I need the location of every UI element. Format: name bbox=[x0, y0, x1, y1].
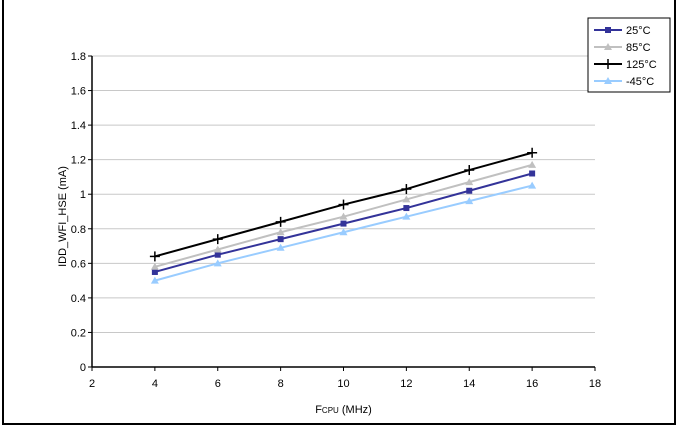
data-point bbox=[275, 216, 286, 227]
data-point bbox=[605, 27, 611, 33]
x-tick-label: 10 bbox=[337, 378, 349, 390]
legend-items: 25°C 85°C 125°C -45°C bbox=[594, 25, 657, 88]
x-axis-title-subscript: CPU bbox=[322, 406, 339, 415]
data-point bbox=[401, 184, 412, 195]
legend-item: 85°C bbox=[594, 42, 651, 54]
data-point bbox=[465, 178, 474, 186]
x-tick-label: 8 bbox=[278, 378, 284, 390]
data-point bbox=[403, 205, 410, 212]
legend-label: 85°C bbox=[626, 42, 651, 54]
data-point bbox=[212, 234, 223, 245]
y-tick-label: 1.4 bbox=[71, 120, 86, 132]
data-point bbox=[604, 77, 612, 84]
data-point bbox=[528, 160, 537, 168]
x-tick-label: 18 bbox=[589, 378, 601, 390]
data-point bbox=[402, 195, 411, 203]
data-point bbox=[339, 212, 348, 220]
x-tick-label: 14 bbox=[463, 378, 475, 390]
y-tick-label: 0.4 bbox=[71, 293, 86, 305]
data-point bbox=[340, 220, 347, 227]
data-point bbox=[150, 262, 159, 270]
data-point bbox=[603, 59, 613, 69]
y-tick-label: 0.6 bbox=[71, 258, 86, 270]
data-point bbox=[466, 187, 473, 194]
y-tick-label: 1.2 bbox=[71, 155, 86, 167]
data-point bbox=[276, 243, 285, 251]
x-tick-label: 2 bbox=[89, 378, 95, 390]
data-point bbox=[213, 259, 222, 267]
legend-label: 125°C bbox=[626, 59, 657, 71]
legend-item: 125°C bbox=[594, 59, 657, 71]
y-tick-label: 1.6 bbox=[71, 86, 86, 98]
x-axis-title-main: F bbox=[315, 404, 322, 416]
x-tick-label: 12 bbox=[400, 378, 412, 390]
y-tick-label: 0.2 bbox=[71, 327, 86, 339]
legend-label: 25°C bbox=[626, 25, 651, 37]
series-25C bbox=[151, 170, 536, 275]
y-axis-title: IDD_WFI_HSE (mA) bbox=[57, 166, 69, 267]
y-tick-label: 0.8 bbox=[71, 224, 86, 236]
data-point bbox=[604, 43, 612, 50]
data-point bbox=[214, 251, 221, 258]
series-125C bbox=[149, 147, 538, 262]
x-axis-title: FCPU (MHz) bbox=[315, 404, 372, 416]
y-tick-label: 1 bbox=[80, 189, 86, 201]
legend-item: -45°C bbox=[594, 76, 654, 88]
data-point bbox=[529, 170, 536, 177]
data-point bbox=[464, 165, 475, 176]
data-point bbox=[402, 212, 411, 220]
series--45C bbox=[150, 181, 537, 284]
data-point bbox=[339, 228, 348, 236]
data-point bbox=[338, 199, 349, 210]
data-point bbox=[528, 181, 537, 189]
tick-labels: 0 0.2 0.4 0.6 0.8 1 1.2 1.4 1.6 1.8 2 4 6 8 10 12 14 16 18 bbox=[71, 51, 601, 390]
axes bbox=[91, 56, 595, 368]
x-tick-label: 4 bbox=[152, 378, 158, 390]
data-point bbox=[149, 251, 160, 262]
x-tick-label: 16 bbox=[526, 378, 538, 390]
data-point bbox=[150, 276, 159, 284]
x-axis-title-rest: (MHz) bbox=[339, 404, 372, 416]
series bbox=[149, 147, 538, 284]
y-tick-label: 0 bbox=[80, 362, 86, 374]
legend-item: 25°C bbox=[594, 25, 651, 37]
data-point bbox=[151, 268, 158, 275]
data-point bbox=[213, 245, 222, 253]
data-point bbox=[277, 236, 284, 243]
data-point bbox=[276, 228, 285, 236]
series-85C bbox=[150, 160, 537, 270]
data-point bbox=[465, 197, 474, 205]
legend: 25°C 85°C 125°C -45°C bbox=[587, 17, 671, 93]
y-tick-label: 1.8 bbox=[71, 51, 86, 63]
x-tick-label: 6 bbox=[215, 378, 221, 390]
data-point bbox=[527, 147, 538, 158]
legend-label: -45°C bbox=[626, 76, 654, 88]
grid-lines bbox=[92, 55, 595, 333]
